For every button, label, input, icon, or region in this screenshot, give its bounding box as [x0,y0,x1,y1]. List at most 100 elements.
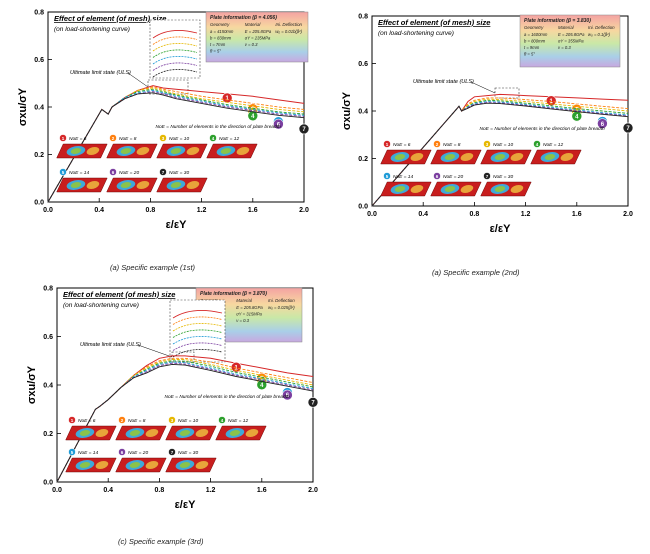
series-marker-1 [221,92,233,104]
chart-panel-a-1st: 0.0 0.4 0.8 1.2 1.6 2.0 0.0 0.2 0.4 0.6 0.8 ε/εY σxu… [17,10,310,231]
mesh-thumbnail [65,425,117,441]
series-marker-label: 1 [226,96,230,102]
y-tick-label: 0.8 [43,286,53,293]
y-tick-label: 0.2 [358,156,368,163]
mesh-buckle-core [179,430,191,436]
x-axis-label: ε/εY [166,219,187,231]
mesh-thumbnail [56,143,108,159]
mesh-thumbnail [480,149,532,165]
caption-panel-a-2nd: (a) Specific example (2nd) [432,268,520,277]
mesh-thumbnail [430,181,482,197]
y-axis-label: σxu/σY [26,365,38,404]
mesh-label: NoE = 12 [228,418,248,424]
uls-label: Ultimate limit state (ULS) [70,70,131,76]
caption-panel-c-3rd: (c) Specific example (3rd) [118,537,204,546]
mesh-buckle-core [494,186,506,192]
mesh-buckle-core [170,182,182,188]
x-tick-label: 0.0 [367,211,377,218]
mesh-label: NoE = 6 [78,418,96,424]
series-marker-label: 6 [286,393,290,399]
mesh-label: NoE = 20 [128,450,148,456]
mesh-label: NoE = 10 [178,418,198,424]
mesh-label: NoE = 30 [493,174,513,180]
x-tick-label: 0.4 [418,211,428,218]
x-tick-label: 1.2 [521,211,531,218]
plate-info-title: Plate information (β = 4.056) [210,15,277,21]
mesh-number: 7 [171,450,174,455]
plate-info-cell: E = 205.8GPa [236,305,263,310]
y-tick-label: 0.4 [34,105,44,112]
series-marker-4 [256,379,268,391]
plate-info-cell: θ = 5° [210,49,221,54]
mesh-number: 6 [121,450,124,455]
plate-info-box [519,14,621,68]
mesh-buckle-core [494,154,506,160]
mesh-buckle-core [70,182,82,188]
mesh-buckle-2 [136,147,150,155]
uls-leader-line [127,72,149,88]
mesh-label: NoE = 6 [69,136,87,142]
mesh-thumbnail [106,177,158,193]
mesh-number-badge [433,172,441,180]
plate-info-header: Material [558,25,575,30]
mesh-label: NoE = 8 [119,136,137,142]
series-marker-7 [307,396,319,408]
mesh-label: NoE = 20 [119,170,139,176]
mesh-label: NoE = 6 [393,142,411,148]
mesh-number: 1 [71,418,74,423]
mesh-thumbnail [430,149,482,165]
mesh-number: 7 [162,170,165,175]
mesh-number-badge [168,448,176,456]
plate-info-cell: ν = 0.3 [558,45,571,50]
mesh-thumbnail [115,457,167,473]
series-marker-label: 6 [601,122,605,128]
mesh-buckle-core [179,462,191,468]
plate-info-cell: t = 9mm [524,45,540,50]
mesh-buckle-2 [95,461,109,469]
zoom-inset-curve [152,69,198,78]
mesh-buckle-core [70,148,82,154]
uls-leader-line [470,81,496,94]
mesh-number: 4 [212,136,215,141]
series-marker-4 [571,110,583,122]
zoom-inset-curve [172,349,223,358]
y-tick-label: 0.6 [358,61,368,68]
x-tick-label: 0.4 [94,207,104,214]
mesh-number-badge [118,448,126,456]
mesh-number: 1 [62,136,65,141]
mesh-number-badge [109,134,117,142]
mesh-number-badge [218,416,226,424]
y-tick-label: 0.6 [34,57,44,64]
plate-info-cell: σY = 315MPa [236,312,262,317]
mesh-buckle-2 [460,153,474,161]
mesh-buckle-core [444,154,456,160]
plate-info-title: Plate information (β = 3.830) [524,18,591,24]
mesh-buckle-2 [195,461,209,469]
mesh-number-badge [533,140,541,148]
series-line-7 [371,102,629,207]
plate-info-cell: b = 830mm [210,36,232,41]
mesh-number: 6 [436,174,439,179]
mesh-buckle-core [170,148,182,154]
mesh-buckle-core [120,148,132,154]
uls-leader-line [137,344,173,358]
chart-panel-c-3rd: 0.0 0.4 0.8 1.2 1.6 2.0 0.0 0.2 0.4 0.6 0.8 ε/εY σxu… [26,286,319,511]
noe-note: NoE = Number of elements in the directio… [165,394,291,400]
zoom-inset-curve [172,310,223,319]
mesh-number: 5 [71,450,74,455]
mesh-number-badge [59,168,67,176]
uls-label: Ultimate limit state (ULS) [413,79,474,85]
chart-title: Effect of element (of mesh) size [63,290,175,299]
mesh-buckle-2 [195,429,209,437]
mesh-label: NoE = 8 [128,418,146,424]
mesh-buckle-core [129,462,141,468]
plate-info-cell: w₀ = 0.025(β²) [268,305,295,310]
zoom-inset-box [149,19,201,79]
plate-info-header: Ini. Deflection [268,298,295,303]
plate-info-cell: σY = 355MPa [558,39,584,44]
uls-label: Ultimate limit state (ULS) [80,342,141,348]
chart-title: Effect of element (of mesh) size [378,18,490,27]
plate-info-cell: w₀ = 0.1(β²) [588,32,611,37]
x-tick-label: 2.0 [623,211,633,218]
plate-info-cell: ν = 0.3 [245,42,258,47]
